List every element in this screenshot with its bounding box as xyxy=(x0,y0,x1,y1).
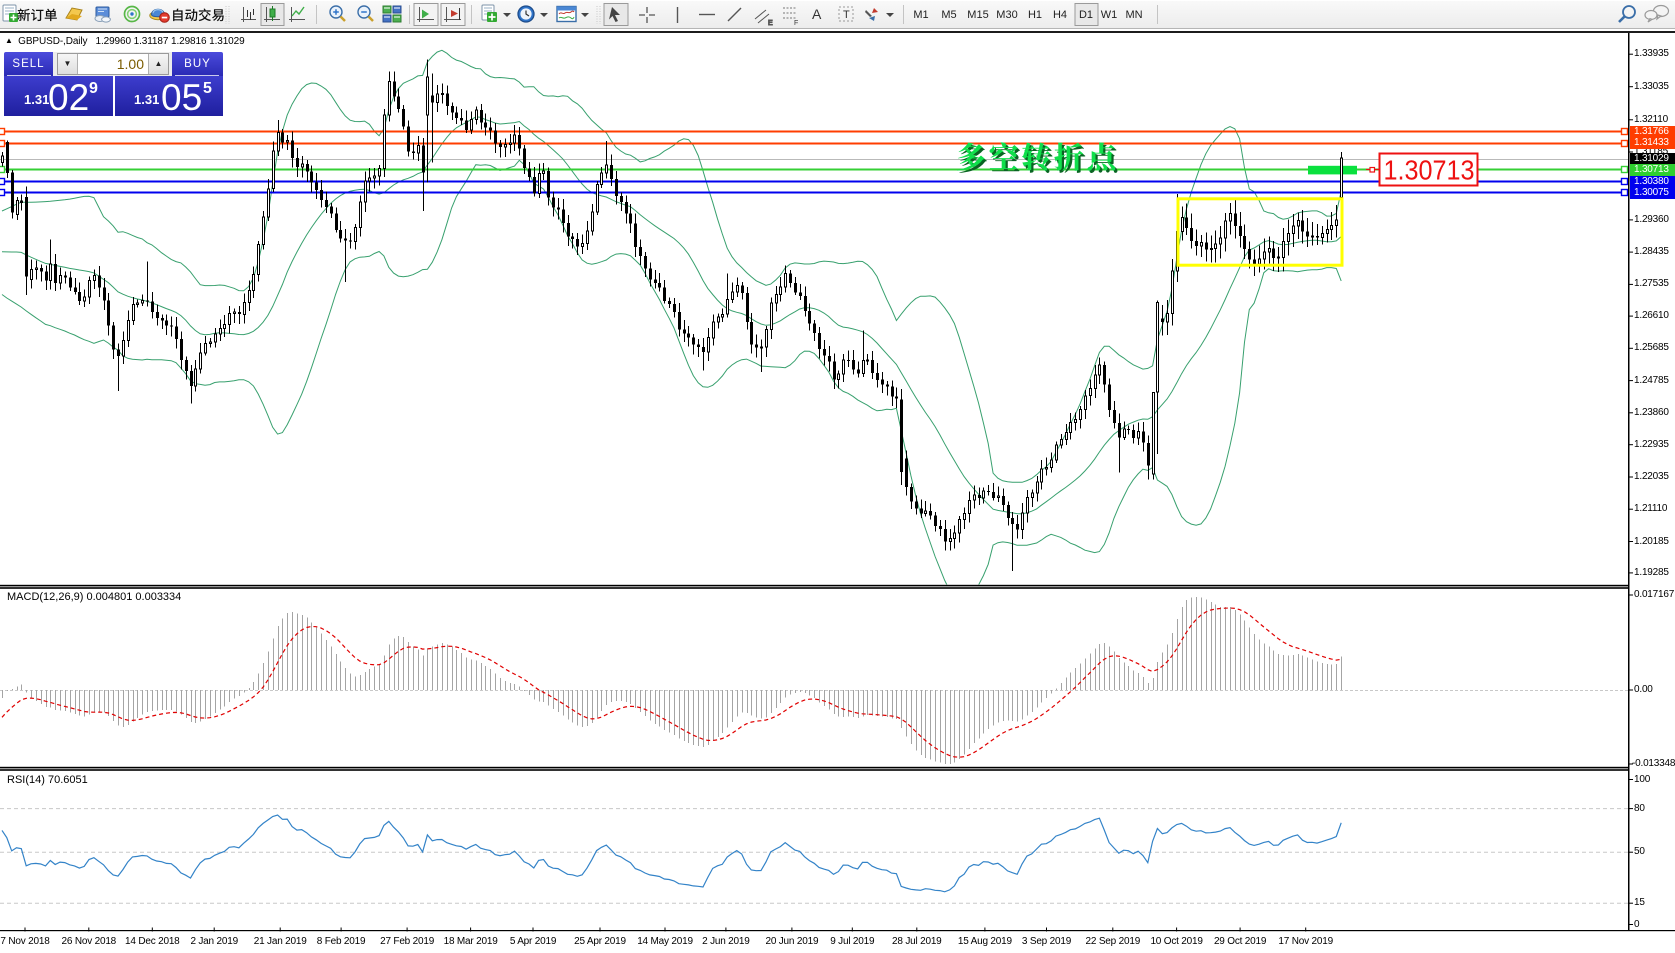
svg-text:F: F xyxy=(794,20,798,27)
svg-text:1.30713: 1.30713 xyxy=(1384,155,1475,186)
svg-text:E: E xyxy=(768,20,773,27)
svg-text:T: T xyxy=(843,9,850,21)
svg-text:A: A xyxy=(812,6,822,22)
